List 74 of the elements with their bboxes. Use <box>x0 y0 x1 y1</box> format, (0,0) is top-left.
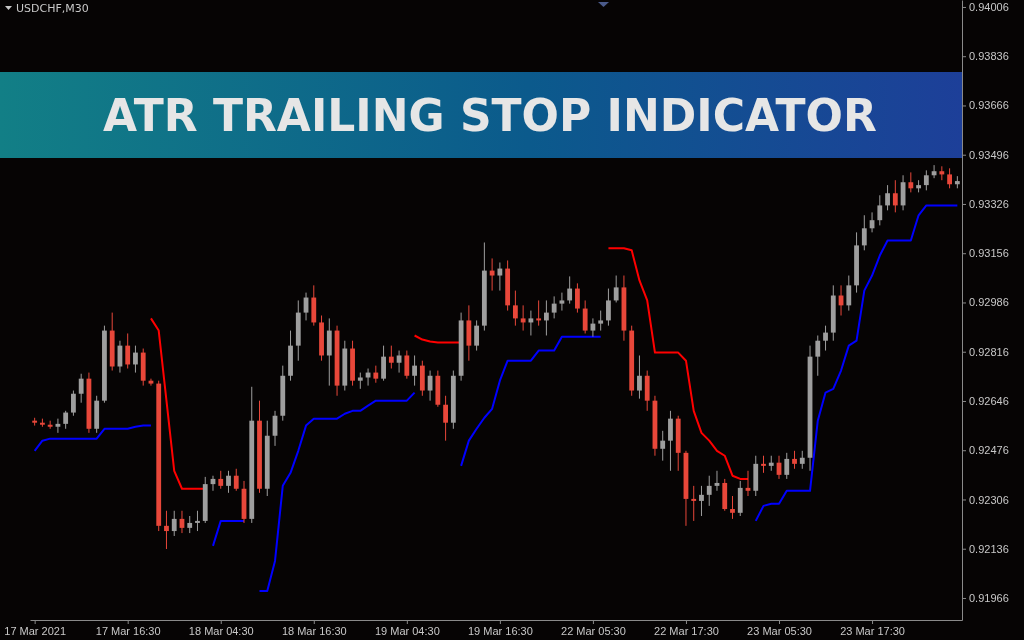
chart-subtitle: USDCHF,M30 <box>16 2 89 15</box>
candlestick <box>606 288 611 327</box>
candlestick <box>613 275 619 303</box>
candlestick <box>846 275 852 312</box>
candlestick <box>544 299 549 336</box>
y-tick-label: 0.92816 <box>969 345 1009 358</box>
candlestick <box>171 510 177 537</box>
y-tick-label: 0.92476 <box>969 444 1009 457</box>
text: ATR TRAILING STOP INDICATOR <box>103 90 877 141</box>
candlestick <box>598 310 604 332</box>
candlestick <box>164 510 169 550</box>
candlestick <box>567 275 573 305</box>
candlestick <box>877 194 883 226</box>
x-tick-label: 18 Mar 16:30 <box>281 624 347 637</box>
y-tick-label: 0.92136 <box>969 542 1009 555</box>
candlestick <box>575 282 580 314</box>
candlestick <box>908 171 914 193</box>
candlestick <box>489 257 495 292</box>
candlestick <box>71 390 76 417</box>
x-tick-label: 23 Mar 17:30 <box>840 624 905 637</box>
candlestick <box>497 261 503 292</box>
x-tick-label: 18 Mar 04:30 <box>188 624 254 637</box>
candlestick <box>861 214 867 251</box>
y-tick-label: 0.92646 <box>969 394 1009 407</box>
candlestick <box>520 304 526 332</box>
y-tick-label: 0.92306 <box>969 493 1009 506</box>
y-tick-label: 0.93496 <box>969 148 1009 161</box>
candlestick <box>404 350 410 380</box>
y-tick-label: 0.94006 <box>969 0 1009 13</box>
y-tick-label: 0.93836 <box>969 50 1009 63</box>
candlestick <box>528 310 534 336</box>
y-tick-label: 0.93326 <box>969 197 1009 210</box>
y-tick-label: 0.93666 <box>969 99 1009 112</box>
candlestick <box>559 292 565 312</box>
y-tick-label: 0.93156 <box>969 247 1009 260</box>
x-tick-label: 17 Mar 2021 <box>4 624 67 637</box>
candlestick <box>637 354 642 400</box>
candlestick <box>226 470 231 494</box>
candlestick <box>78 373 84 404</box>
candlestick <box>730 495 735 520</box>
x-tick-label: 19 Mar 16:30 <box>467 624 533 637</box>
candlestick <box>133 345 138 374</box>
x-tick-label: 19 Mar 04:30 <box>374 624 440 637</box>
candlestick <box>388 345 394 370</box>
candlestick <box>885 184 890 211</box>
candlestick <box>536 299 542 327</box>
x-tick-label: 22 Mar 05:30 <box>561 624 626 637</box>
candlestick <box>582 299 588 334</box>
candlestick <box>125 332 131 370</box>
candlestick <box>706 475 712 507</box>
candlestick <box>443 395 448 442</box>
candlestick <box>784 452 790 480</box>
x-tick-label: 17 Mar 16:30 <box>95 624 161 637</box>
candlestick <box>474 319 480 352</box>
x-tick-label: 22 Mar 17:30 <box>654 624 719 637</box>
candlestick <box>691 485 697 522</box>
candlestick <box>412 354 417 387</box>
candlestick <box>381 345 386 382</box>
y-tick-label: 0.92986 <box>969 296 1009 309</box>
candlestick <box>551 295 557 319</box>
candlestick <box>668 410 673 472</box>
candlestick <box>233 468 239 492</box>
candlestick <box>660 430 666 462</box>
candlestick <box>892 179 898 213</box>
candlestick <box>512 290 518 327</box>
candlestick <box>195 510 200 532</box>
candlestick <box>815 335 821 377</box>
candlestick <box>923 169 929 191</box>
candlestick <box>947 167 952 189</box>
candlestick <box>699 485 704 517</box>
candlestick <box>823 325 828 352</box>
y-tick-label: 0.91966 <box>969 592 1009 604</box>
x-tick-label: 23 Mar 05:30 <box>747 624 812 637</box>
candlestick <box>396 350 402 374</box>
